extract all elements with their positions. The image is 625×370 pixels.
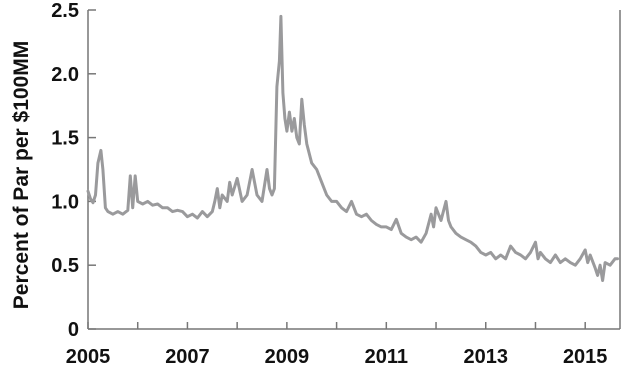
y-tick-label: 1.0 — [51, 191, 79, 213]
plot-area — [87, 10, 621, 330]
y-tick-label: 2.5 — [51, 0, 79, 22]
y-tick-label: 0 — [68, 319, 79, 341]
y-tick-label: 0.5 — [51, 255, 79, 277]
series-line — [86, 14, 619, 282]
x-tick-label: 2015 — [563, 346, 608, 368]
y-axis: 0 0.5 1.0 1.5 2.0 2.5 — [51, 0, 96, 341]
x-axis: 2005 2007 2009 2011 2013 2015 — [66, 322, 608, 368]
y-tick-label: 2.0 — [51, 64, 79, 86]
x-tick-label: 2009 — [265, 346, 310, 368]
series-layer — [86, 14, 619, 282]
y-axis-title: Percent of Par per $100MM — [10, 41, 33, 309]
y-tick-label: 1.5 — [51, 128, 79, 150]
x-tick-label: 2007 — [165, 346, 210, 368]
x-tick-label: 2013 — [464, 346, 509, 368]
x-tick-label: 2005 — [66, 346, 111, 368]
x-tick-label: 2011 — [365, 346, 408, 368]
